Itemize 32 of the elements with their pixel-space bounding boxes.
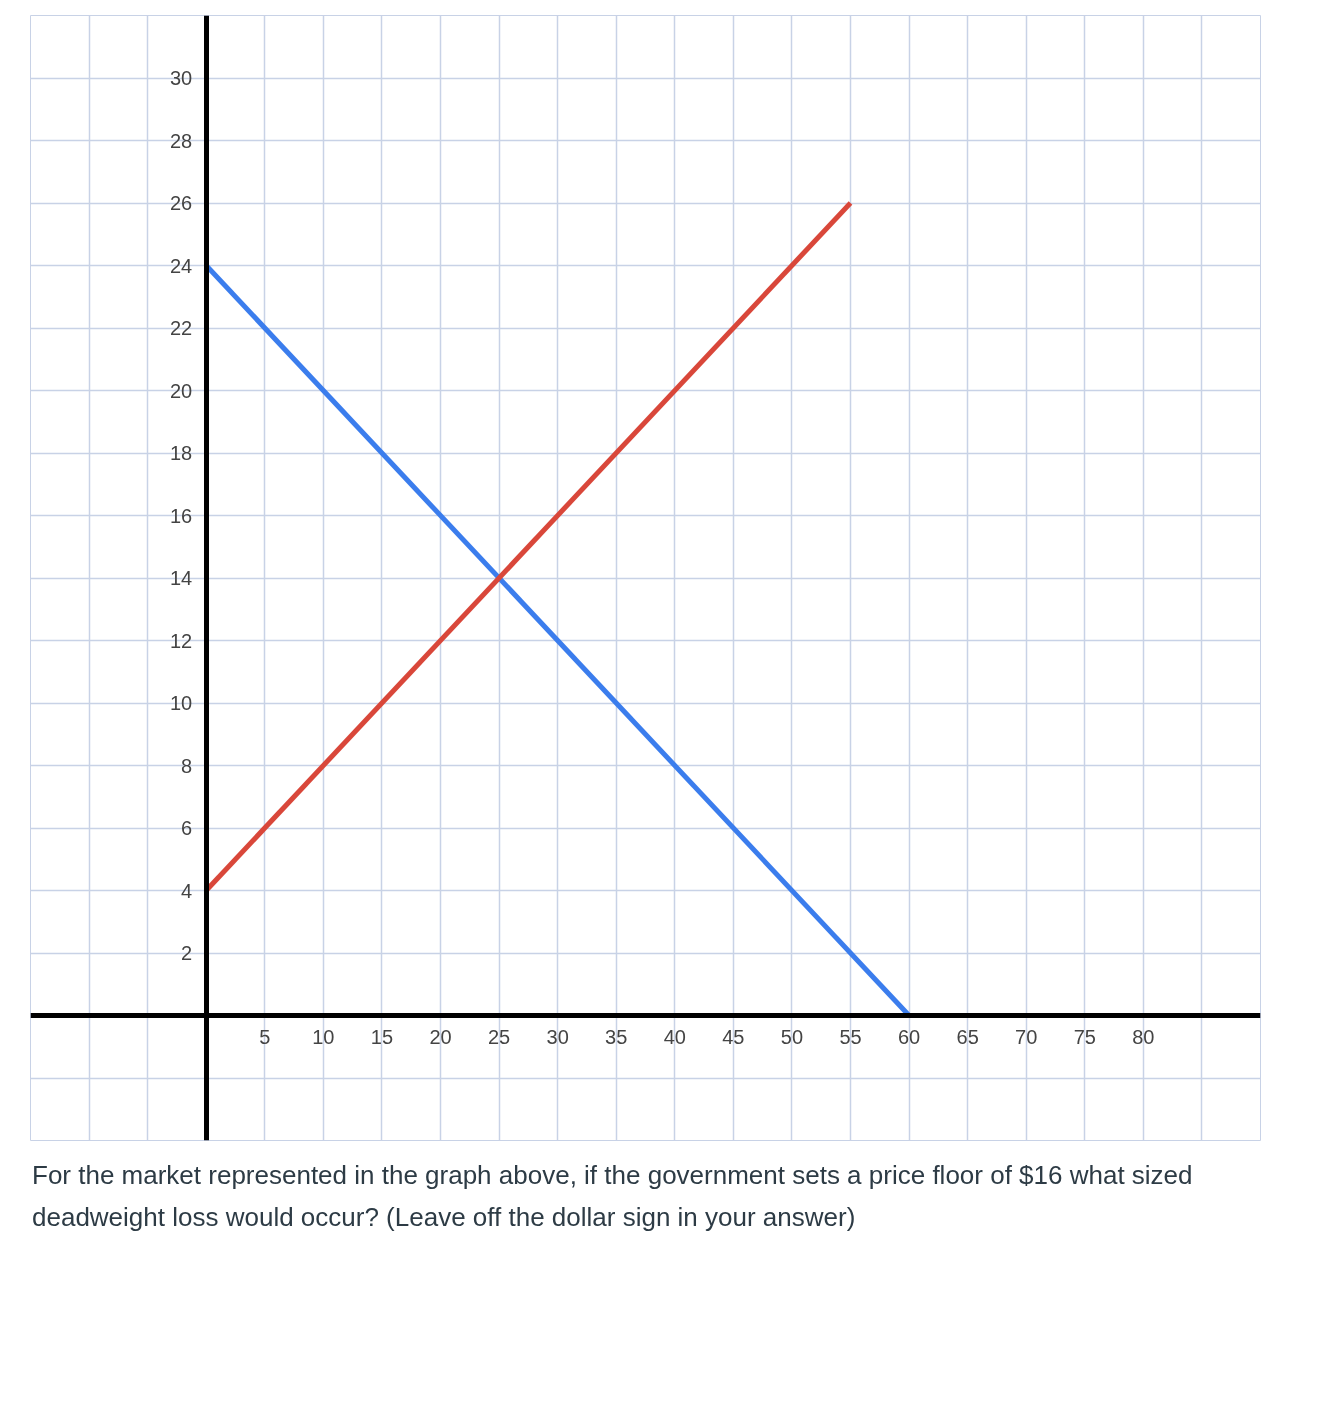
y-tick-label: 16 [169,504,193,527]
y-tick-label: 24 [169,254,193,277]
text: For the market represented in the graph above, if the government sets a price floor of $16 what sized deadweight loss would occur? (Leave off the dollar sign in your answer) [32,1159,1194,1234]
x-tick-label: 55 [839,1025,862,1048]
y-tick-label: 8 [181,754,193,777]
y-tick-label: 30 [169,67,193,89]
x-tick-label: 75 [1073,1025,1096,1048]
x-tick-label: 65 [956,1025,979,1048]
x-tick-label: 15 [370,1025,394,1048]
x-tick-label: 10 [312,1025,335,1048]
y-tick-label: 10 [169,692,193,714]
x-tick-label: 45 [722,1025,745,1048]
x-tick-label: 60 [897,1025,921,1048]
y-tick-label: 12 [169,629,193,652]
x-tick-label: 30 [546,1025,569,1048]
x-tick-label: 70 [1015,1025,1038,1048]
y-tick-label: 6 [181,817,193,839]
x-tick-label: 50 [780,1025,804,1048]
x-tick-label: 80 [1132,1025,1155,1048]
y-tick-label: 2 [181,942,193,964]
x-tick-label: 40 [663,1025,686,1048]
x-tick-label: 25 [487,1025,511,1048]
y-tick-label: 22 [169,317,193,339]
y-tick-label: 18 [169,442,193,464]
y-tick-label: 20 [169,379,193,402]
y-tick-label: 14 [169,567,193,589]
x-tick-label: 5 [259,1025,271,1048]
y-tick-label: 26 [169,192,193,214]
y-tick-label: 4 [181,879,193,902]
x-tick-label: 35 [605,1025,628,1048]
x-tick-label: 20 [429,1025,452,1048]
y-tick-label: 28 [169,129,193,152]
